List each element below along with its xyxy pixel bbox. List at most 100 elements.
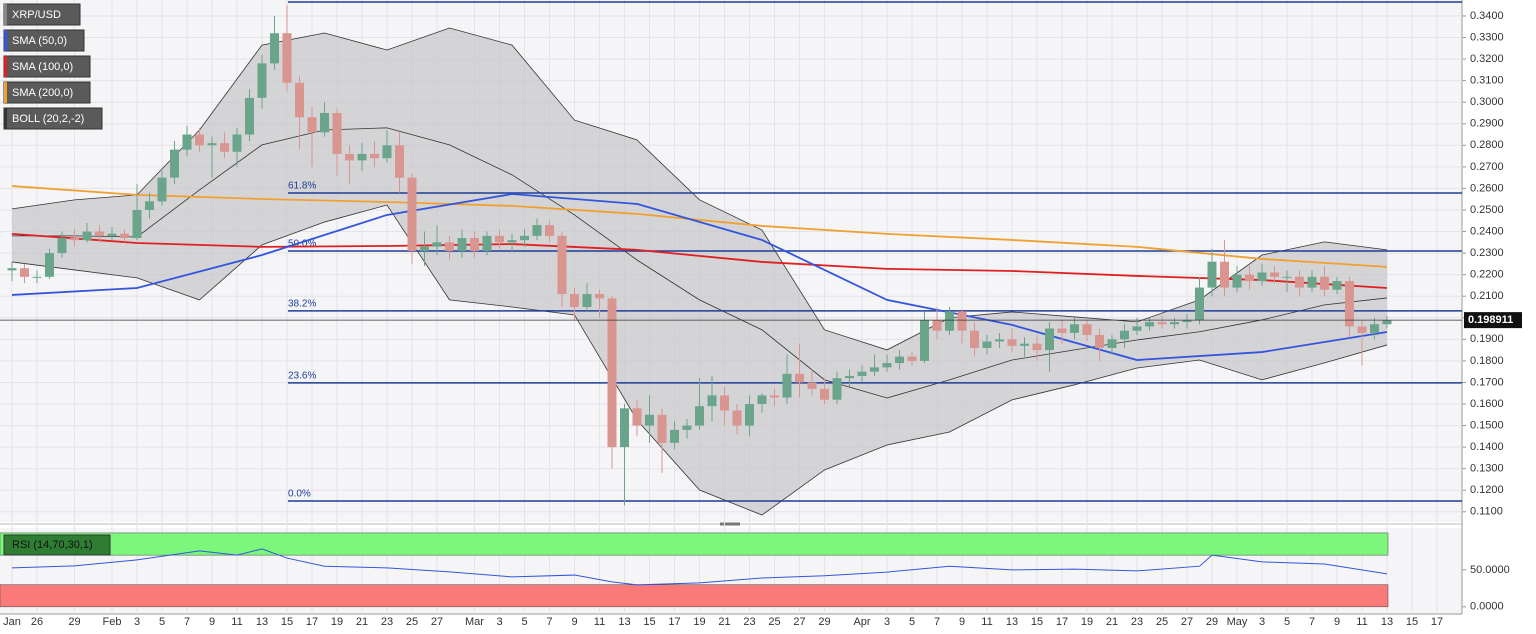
legend-label: SMA (100,0) (12, 61, 73, 73)
rsi-band (0, 532, 1389, 556)
x-tick-label: Feb (103, 616, 122, 628)
candle-body (82, 231, 92, 241)
x-tick-label: 9 (571, 616, 577, 628)
candle-body (932, 319, 942, 331)
candle-body (807, 382, 817, 389)
candle-body (620, 408, 629, 448)
candle-body (395, 145, 404, 178)
x-tick-label: 29 (1206, 616, 1218, 628)
candle-body (645, 414, 654, 426)
candle-body (657, 414, 667, 443)
candle-body (1045, 328, 1054, 351)
candle-body (20, 268, 29, 277)
candle-body (432, 242, 442, 247)
candle-body (1120, 330, 1129, 340)
x-tick-label: 17 (306, 616, 318, 628)
x-tick-label: 23 (1131, 616, 1143, 628)
candle-body (1295, 276, 1304, 288)
candle-body (45, 253, 54, 277)
candle-body (1195, 287, 1204, 320)
rsi-band (0, 584, 1389, 608)
x-tick-label: 3 (1259, 616, 1265, 628)
x-tick-label: 9 (959, 616, 965, 628)
candle-body (1332, 281, 1342, 290)
candle-body (495, 235, 504, 243)
candle-body (332, 112, 342, 154)
candle-body (370, 153, 379, 159)
fib-label: 61.8% (288, 181, 316, 192)
x-tick-label: 29 (68, 616, 80, 628)
y-tick-label: 0.1700 (1470, 376, 1504, 388)
fib-label: 38.2% (288, 299, 316, 310)
y-tick-label: 0.1300 (1470, 463, 1504, 475)
y-tick-label: 0.2900 (1470, 118, 1504, 130)
x-tick-label: 5 (521, 616, 527, 628)
x-tick-label: 26 (31, 616, 43, 628)
candle-body (982, 341, 992, 348)
x-tick-label: 13 (618, 616, 630, 628)
legend-label: SMA (50,0) (12, 35, 67, 47)
candle-body (1232, 274, 1242, 288)
x-tick-label: 3 (134, 616, 140, 628)
candle-body (782, 373, 792, 398)
x-tick-label: Mar (465, 616, 484, 628)
x-tick-label: 13 (256, 616, 268, 628)
y-tick-label: 0.2700 (1470, 161, 1504, 173)
candle-body (1382, 320, 1392, 325)
candle-body (1307, 276, 1317, 288)
x-tick-label: 5 (159, 616, 165, 628)
x-tick-label: 25 (1156, 616, 1168, 628)
legend-swatch (4, 30, 7, 51)
candle-body (995, 339, 1004, 342)
x-tick-label: 15 (281, 616, 293, 628)
x-tick-label: 3 (496, 616, 502, 628)
y-tick-label: 0.3300 (1470, 31, 1504, 43)
candle-body (682, 425, 692, 430)
x-tick-label: 11 (231, 616, 242, 628)
candle-body (570, 294, 579, 307)
rsi-line (11, 548, 1388, 586)
last-price-box (1464, 312, 1522, 329)
fib-label: 0.0% (288, 489, 311, 500)
candle-body (107, 233, 117, 236)
candle-body (845, 375, 854, 379)
candle-body (57, 238, 67, 254)
x-tick-label: 7 (934, 616, 940, 628)
y-tick-label: 0.1900 (1470, 333, 1504, 345)
bollinger-middle (12, 127, 1388, 399)
candle-body (607, 298, 617, 448)
candle-body (457, 238, 467, 251)
x-tick-label: 15 (1031, 616, 1043, 628)
candle-body (582, 294, 592, 307)
candle-body (182, 134, 192, 150)
candle-body (120, 233, 129, 239)
legend-swatch (4, 56, 7, 77)
candle-body (7, 268, 17, 271)
legend-label: SMA (200,0) (12, 87, 73, 99)
candle-body (632, 408, 642, 426)
candle-body (1032, 343, 1042, 351)
candle-body (170, 149, 179, 178)
bollinger-lower (11, 204, 1388, 516)
sma-line (11, 185, 1388, 268)
x-tick-label: 13 (1381, 616, 1393, 628)
candle-body (1007, 339, 1017, 346)
candle-body (145, 201, 154, 210)
x-tick-label: 19 (1081, 616, 1093, 628)
bollinger-fill (12, 28, 1387, 516)
x-tick-label: May (1227, 616, 1248, 628)
y-tick-label: 0.2500 (1470, 204, 1504, 216)
x-tick-label: 5 (1284, 616, 1290, 628)
candle-body (195, 134, 204, 146)
candle-body (382, 145, 392, 159)
candle-body (1270, 272, 1279, 277)
candle-body (670, 429, 679, 443)
candle-body (920, 319, 929, 361)
candle-body (482, 235, 492, 251)
x-tick-label: 21 (718, 616, 730, 628)
candle-body (1170, 322, 1179, 325)
candle-body (532, 225, 542, 236)
y-tick-label: 0.3100 (1470, 75, 1504, 87)
candle-body (1082, 324, 1092, 336)
